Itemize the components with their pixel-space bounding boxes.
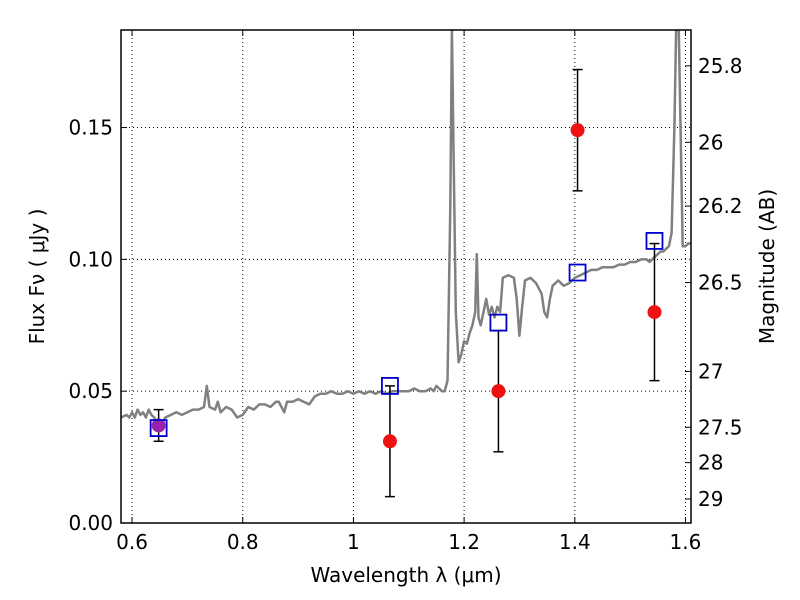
spectrum-line xyxy=(121,30,691,427)
observed-point xyxy=(491,384,506,399)
model-point xyxy=(568,263,587,282)
x-tick-label: 1.4 xyxy=(559,530,591,554)
observed-point xyxy=(382,434,397,449)
x-tick-label: 0.8 xyxy=(227,530,259,554)
plot-frame xyxy=(120,29,692,524)
right-axis-title: Magnitude (AB) xyxy=(755,189,779,344)
right-tick-label: 28 xyxy=(698,451,723,475)
spectrum-layer xyxy=(121,30,691,427)
right-tick-label: 26.5 xyxy=(698,271,743,295)
right-tick-label: 27.5 xyxy=(698,415,743,439)
right-tick-label: 26.2 xyxy=(698,194,743,218)
marker-layer xyxy=(149,68,664,498)
y-tick-label: 0.00 xyxy=(68,511,113,535)
observed-point xyxy=(151,418,166,433)
tick-layer: 0.6 0.8 1 1.2 1.4 1.6 0.00 0.05 0.10 0.15 25.8 26 26… xyxy=(68,30,743,554)
x-tick-label: 1.6 xyxy=(670,530,702,554)
model-point xyxy=(149,419,168,437)
model-point xyxy=(489,313,508,332)
model-point xyxy=(381,377,399,395)
observed-point xyxy=(570,123,585,138)
y-tick-label: 0.15 xyxy=(68,116,113,140)
x-tick-label: 1.2 xyxy=(448,530,480,554)
model-point xyxy=(645,232,664,250)
x-tick-label: 1 xyxy=(347,530,360,554)
x-axis-title: Wavelength λ (μm) xyxy=(310,563,501,587)
observed-point xyxy=(647,305,662,320)
right-tick-label: 26 xyxy=(698,130,723,154)
right-tick-label: 27 xyxy=(698,359,723,383)
right-tick-label: 29 xyxy=(698,487,723,511)
grid-lines xyxy=(121,30,691,523)
y-tick-label: 0.10 xyxy=(68,247,113,271)
y-tick-label: 0.05 xyxy=(68,379,113,403)
y-axis-title: Flux Fν ( μJy ) xyxy=(25,209,49,345)
right-tick-label: 25.8 xyxy=(698,54,743,78)
x-tick-label: 0.6 xyxy=(116,530,148,554)
